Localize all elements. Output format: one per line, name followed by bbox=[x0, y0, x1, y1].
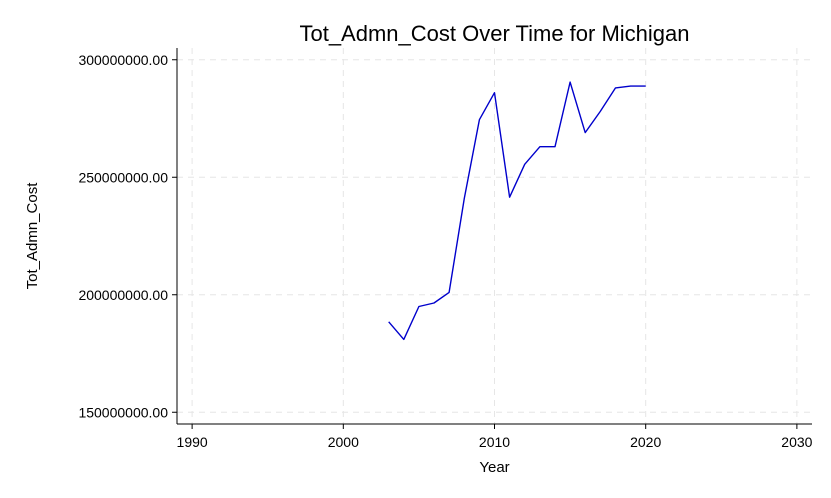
y-tick-label: 200000000.00 bbox=[78, 287, 168, 303]
y-tick-label: 150000000.00 bbox=[78, 404, 168, 420]
x-tick-label: 2000 bbox=[328, 434, 359, 450]
x-tick-label: 2020 bbox=[630, 434, 661, 450]
y-tick-label: 250000000.00 bbox=[78, 169, 168, 185]
y-axis-title: Tot_Admn_Cost bbox=[24, 182, 41, 290]
series bbox=[388, 81, 646, 341]
x-axis-title: Year bbox=[479, 459, 509, 476]
y-tick-label: 300000000.00 bbox=[78, 52, 168, 68]
grid bbox=[177, 48, 812, 424]
series-line bbox=[388, 81, 646, 341]
chart-title: Tot_Admn_Cost Over Time for Michigan bbox=[299, 21, 689, 46]
x-ticks: 1990 2000 2010 2020 2030 bbox=[177, 424, 813, 450]
y-ticks: 150000000.00 200000000.00 250000000.00 3000… bbox=[78, 52, 177, 420]
x-tick-label: 2010 bbox=[479, 434, 510, 450]
x-tick-label: 1990 bbox=[177, 434, 208, 450]
x-tick-label: 2030 bbox=[781, 434, 812, 450]
